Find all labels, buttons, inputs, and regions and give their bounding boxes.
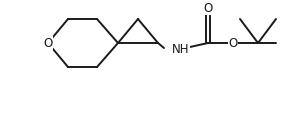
Text: O: O — [203, 2, 213, 15]
Text: NH: NH — [172, 43, 189, 56]
Text: O: O — [228, 37, 238, 50]
Text: O: O — [43, 37, 53, 50]
